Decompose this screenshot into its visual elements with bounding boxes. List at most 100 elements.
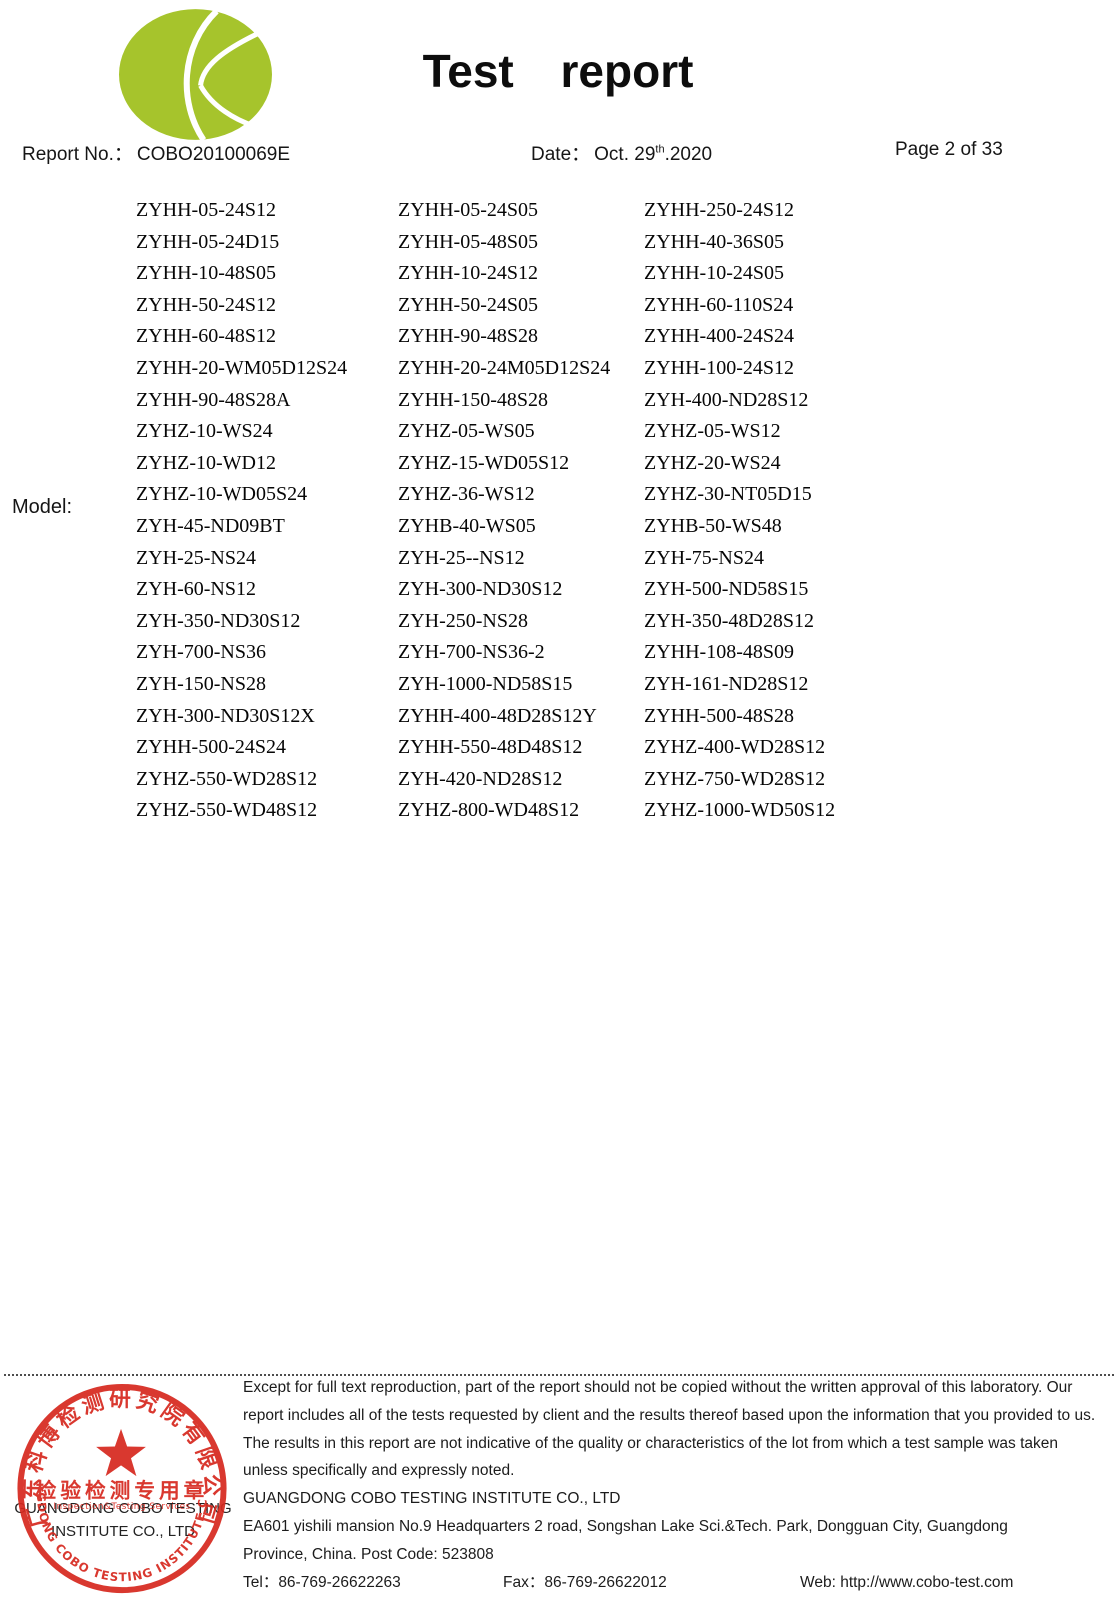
model-number: ZYH-350-ND30S12 [136,609,301,632]
model-row: ZYHZ-550-WD28S12 ZYH-420-ND28S12 ZYHZ-750-… [136,764,916,796]
model-number: ZYHZ-05-WS05 [398,420,535,443]
model-number: ZYHZ-750-WD28S12 [644,767,826,790]
model-number: ZYHH-05-24D15 [136,230,280,253]
model-number: ZYHH-150-48S28 [398,388,548,411]
model-row: ZYH-700-NS36 ZYH-700-NS36-2 ZYHH-108-48S09 [136,637,916,669]
contact-row: Tel：86-769-26622263 Fax：86-769-26622012 We… [243,1569,1103,1597]
model-number: ZYHH-500-24S24 [136,736,286,759]
logo-swoosh-upper [198,27,267,86]
star-icon [96,1428,146,1477]
model-number: ZYHH-90-48S28A [136,388,291,411]
website-url: Web: http://www.cobo-test.com [800,1573,1014,1591]
model-number: ZYH-700-NS36 [136,641,266,664]
printed-company-line2: INSTITUTE CO., LTD [51,1523,195,1540]
model-row: ZYHH-10-48S05 ZYHH-10-24S12 ZYHH-10-24S05 [136,258,916,290]
model-row: ZYHH-05-24S12 ZYHH-05-24S05 ZYHH-250-24S12 [136,195,916,227]
logo-swoosh-lower [198,84,261,131]
model-number: ZYHZ-10-WD12 [136,451,276,474]
model-number: ZYHH-60-48S12 [136,325,276,348]
page-title: Test report [422,45,694,97]
model-number: ZYHH-40-36S05 [644,230,784,253]
model-number: ZYH-75-NS24 [644,546,764,569]
report-date: Date： Oct. 29th.2020 [531,139,712,166]
model-row: ZYHH-500-24S24 ZYHH-550-48D48S12 ZYHZ-400-… [136,732,916,764]
footer-text-block: Except for full text reproduction, part … [243,1374,1103,1596]
model-number: ZYH-150-NS28 [136,672,266,695]
date-ordinal: th [655,143,665,156]
model-number: ZYHZ-30-NT05D15 [644,483,812,506]
footer-divider [4,1374,1114,1376]
model-row: ZYHH-90-48S28A ZYHH-150-48S28 ZYH-400-ND28… [136,385,916,417]
model-number: ZYHZ-10-WD05S24 [136,483,308,506]
model-number: ZYHH-90-48S28 [398,325,538,348]
logo-swoosh-left [183,8,219,142]
model-number: ZYHH-10-48S05 [136,262,276,285]
model-number: ZYH-700-NS36-2 [398,641,545,664]
model-number: ZYHH-10-24S12 [398,262,538,285]
model-number: ZYH-500-ND58S15 [644,578,809,601]
model-number: ZYH-420-ND28S12 [398,767,563,790]
model-number: ZYHH-400-48D28S12Y [398,704,597,727]
printed-company-name: GUANGDONG COBO TESTING INSTITUTE CO., LT… [12,1497,234,1543]
disclaimer-line: report includes all of the tests request… [243,1406,1096,1424]
model-number: ZYHZ-15-WD05S12 [398,451,570,474]
model-number: ZYH-250-NS28 [398,609,528,632]
seal-ring [17,1383,227,1594]
model-number: ZYHZ-10-WS24 [136,420,273,443]
model-label: Model: [12,496,73,518]
model-row: ZYH-350-ND30S12 ZYH-250-NS28 ZYH-350-48D28… [136,606,916,638]
report-number-label: Report No.： [22,144,133,165]
printed-company-line1: GUANGDONG COBO TESTING [14,1500,232,1517]
model-row: ZYHZ-550-WD48S12 ZYHZ-800-WD48S12 ZYHZ-100… [136,795,916,827]
model-number: ZYH-1000-ND58S15 [398,672,573,695]
model-number: ZYHH-250-24S12 [644,199,794,221]
model-row: ZYH-60-NS12 ZYH-300-ND30S12 ZYH-500-ND58S1… [136,574,916,606]
model-row: ZYHZ-10-WD05S24 ZYHZ-36-WS12 ZYHZ-30-NT05D… [136,479,916,511]
page-number: Page 2 of 33 [895,139,1003,160]
model-row: ZYHH-05-24D15 ZYHH-05-48S05 ZYHH-40-36S05 [136,227,916,259]
model-number: ZYHZ-400-WD28S12 [644,736,826,759]
model-number: ZYH-300-ND30S12 [398,578,563,601]
model-row: ZYHZ-10-WD12 ZYHZ-15-WD05S12 ZYHZ-20-WS24 [136,448,916,480]
date-day: Oct. 29 [594,144,656,165]
model-number: ZYHH-108-48S09 [644,641,794,664]
model-number: ZYH-25--NS12 [398,546,525,569]
model-number: ZYHB-50-WS48 [644,514,782,537]
model-number: ZYHZ-20-WS24 [644,451,781,474]
model-number: ZYHH-20-WM05D12S24 [136,356,348,379]
disclaimer-line: unless specifically and expressly noted. [243,1462,515,1480]
model-number: ZYHZ-1000-WD50S12 [644,799,836,822]
fax-number: Fax：86-769-26622012 [503,1573,667,1591]
model-number: ZYHZ-550-WD28S12 [136,767,318,790]
model-number: ZYHH-05-24S12 [136,199,276,221]
model-number: ZYHZ-550-WD48S12 [136,799,318,822]
model-number: ZYH-300-ND30S12X [136,704,315,727]
company-name: GUANGDONG COBO TESTING INSTITUTE CO., LT… [243,1490,621,1508]
model-table: ZYHH-05-24S12 ZYHH-05-24S05 ZYHH-250-24S12… [136,195,916,827]
model-number: ZYH-400-ND28S12 [644,388,809,411]
model-number: ZYHH-05-24S05 [398,199,538,221]
date-label: Date： [531,144,591,165]
model-number: ZYHH-50-24S05 [398,293,538,316]
model-number: ZYHZ-36-WS12 [398,483,535,506]
model-row: ZYH-25-NS24 ZYH-25--NS12 ZYH-75-NS24 [136,543,916,575]
tel-number: Tel：86-769-26622263 [243,1573,401,1591]
model-row: ZYH-45-ND09BT ZYHB-40-WS05 ZYHB-50-WS48 [136,511,916,543]
model-number: ZYHH-500-48S28 [644,704,794,727]
disclaimer-line: The results in this report are not indic… [243,1434,1058,1452]
report-number-value: COBO20100069E [136,144,291,165]
model-row: ZYH-150-NS28 ZYH-1000-ND58S15 ZYH-161-ND28… [136,669,916,701]
model-row: ZYHH-50-24S12 ZYHH-50-24S05 ZYHH-60-110S24 [136,290,916,322]
company-address-line1: EA601 yishili mansion No.9 Headquarters … [243,1517,1008,1535]
seal-center-text: 检验检测专用章 [36,1478,209,1502]
model-number: ZYH-60-NS12 [136,578,256,601]
cobo-logo-icon [119,8,272,142]
model-number: ZYHH-50-24S12 [136,293,276,316]
company-address-line2: Province, China. Post Code: 523808 [243,1545,494,1563]
model-number: ZYH-161-ND28S12 [644,672,809,695]
model-number: ZYH-45-ND09BT [136,514,285,537]
model-number: ZYHH-10-24S05 [644,262,784,285]
report-number: Report No.： COBO20100069E [22,139,290,166]
date-year: .2020 [664,144,713,165]
